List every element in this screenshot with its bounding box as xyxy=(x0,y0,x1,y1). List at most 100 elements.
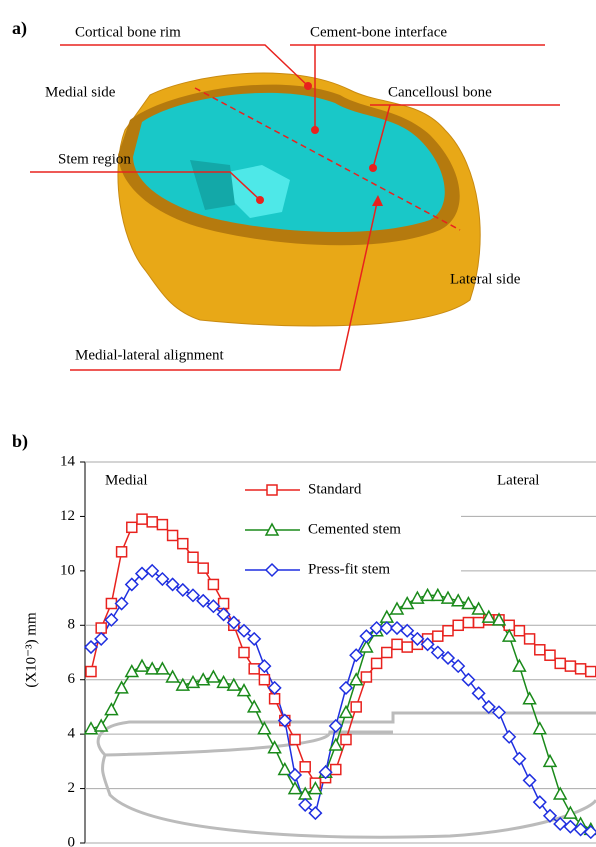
marker xyxy=(95,720,107,731)
marker xyxy=(116,598,128,610)
leader-dot xyxy=(256,196,264,204)
marker xyxy=(258,723,270,734)
label: Medial side xyxy=(45,84,116,100)
marker xyxy=(270,694,280,704)
marker xyxy=(208,579,218,589)
panel-label: a) xyxy=(12,18,27,39)
marker xyxy=(178,539,188,549)
y-tick-label: 14 xyxy=(60,453,76,469)
label: Stem region xyxy=(58,151,131,167)
marker xyxy=(525,634,535,644)
marker xyxy=(586,667,596,677)
figure: a) Cortical bone rim Cement-bone interfa… xyxy=(0,0,596,847)
marker xyxy=(483,701,495,713)
marker xyxy=(391,622,403,634)
annotation: Lateral xyxy=(497,472,539,488)
y-tick-label: 8 xyxy=(68,617,76,633)
y-tick-label: 0 xyxy=(68,834,76,847)
marker xyxy=(402,642,412,652)
marker xyxy=(197,595,209,607)
legend-label: Cemented stem xyxy=(308,521,401,537)
label: Cortical bone rim xyxy=(75,24,181,40)
marker xyxy=(117,547,127,557)
marker xyxy=(137,514,147,524)
label: Lateral side xyxy=(450,271,521,287)
marker xyxy=(503,630,515,641)
y-tick-label: 4 xyxy=(68,726,76,742)
y-tick-label: 6 xyxy=(68,671,76,687)
marker xyxy=(219,599,229,609)
marker xyxy=(513,660,525,671)
marker xyxy=(524,774,536,786)
marker xyxy=(473,687,485,699)
leader-dot xyxy=(304,82,312,90)
label: Medial-lateral alignment xyxy=(75,347,225,363)
marker xyxy=(207,671,219,682)
marker xyxy=(136,660,148,671)
marker xyxy=(187,589,199,601)
marker xyxy=(259,675,269,685)
marker xyxy=(514,626,524,636)
marker xyxy=(168,530,178,540)
label: Cement-bone interface xyxy=(310,24,447,40)
bone-render xyxy=(118,73,480,326)
marker xyxy=(535,645,545,655)
marker xyxy=(249,664,259,674)
leader-dot xyxy=(311,126,319,134)
y-axis-label: (X10⁻³) mm xyxy=(23,612,39,688)
y-tick-label: 12 xyxy=(60,508,75,524)
marker xyxy=(340,706,352,717)
marker xyxy=(300,762,310,772)
marker xyxy=(157,520,167,530)
marker xyxy=(188,552,198,562)
marker xyxy=(105,704,117,715)
marker xyxy=(341,735,351,745)
marker xyxy=(248,701,260,712)
y-tick-label: 2 xyxy=(68,780,76,796)
leader-dot xyxy=(369,164,377,172)
marker xyxy=(127,522,137,532)
marker xyxy=(86,667,96,677)
marker xyxy=(565,661,575,671)
annotation: Medial xyxy=(105,472,148,488)
marker xyxy=(545,650,555,660)
marker xyxy=(361,672,371,682)
marker xyxy=(382,648,392,658)
marker xyxy=(433,631,443,641)
legend-marker xyxy=(267,485,277,495)
marker xyxy=(290,735,300,745)
marker xyxy=(96,623,106,633)
marker xyxy=(453,620,463,630)
marker xyxy=(116,682,128,693)
marker xyxy=(524,693,536,704)
marker xyxy=(443,626,453,636)
marker xyxy=(462,674,474,686)
marker xyxy=(463,618,473,628)
label: Cancellousl bone xyxy=(388,84,492,100)
y-tick-label: 10 xyxy=(60,562,75,578)
marker xyxy=(258,660,270,672)
legend-label: Press-fit stem xyxy=(308,561,390,577)
marker xyxy=(279,764,291,775)
marker xyxy=(513,753,525,765)
legend-label: Standard xyxy=(308,481,362,497)
marker xyxy=(372,658,382,668)
marker xyxy=(147,517,157,527)
marker xyxy=(576,664,586,674)
marker xyxy=(105,614,117,626)
marker xyxy=(392,639,402,649)
bone-outline xyxy=(98,713,596,837)
panel-label: b) xyxy=(12,431,28,452)
marker xyxy=(555,658,565,668)
marker xyxy=(198,563,208,573)
marker xyxy=(564,821,576,833)
marker xyxy=(544,755,556,766)
marker xyxy=(554,788,566,799)
marker xyxy=(331,765,341,775)
marker xyxy=(239,648,249,658)
marker xyxy=(503,731,515,743)
page: a) Cortical bone rim Cement-bone interfa… xyxy=(0,0,596,847)
series-line xyxy=(91,571,591,832)
marker xyxy=(534,723,546,734)
marker xyxy=(351,702,361,712)
